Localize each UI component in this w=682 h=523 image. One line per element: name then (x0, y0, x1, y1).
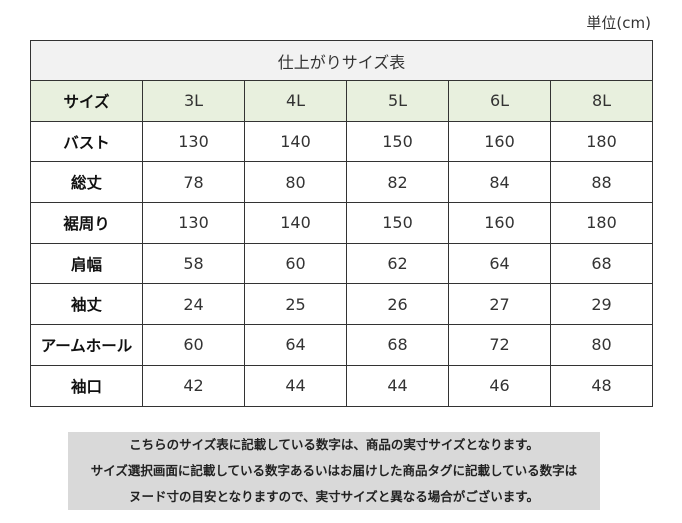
table-cell: 25 (244, 283, 347, 326)
size-table-container: 仕上がりサイズ表 サイズ 3L 4L 5L 6L 8L バスト 130 140 150… (30, 40, 653, 407)
notice-line: こちらのサイズ表に記載している数字は、商品の実寸サイズとなります。 (129, 437, 539, 452)
table-cell: 60 (244, 242, 347, 285)
row-label: 総丈 (30, 161, 143, 204)
notice-line: サイズ選択画面に記載している数字あるいはお届けした商品タグに記載している数字は (90, 463, 578, 478)
size-header-cell: 4L (244, 80, 347, 122)
table-cell: 140 (244, 202, 347, 244)
size-header-cell: 5L (346, 80, 449, 122)
table-cell: 130 (142, 202, 245, 244)
table-cell: 68 (550, 242, 653, 285)
table-cell: 180 (550, 202, 653, 244)
table-cell: 80 (550, 324, 653, 366)
table-cell: 48 (550, 364, 653, 407)
table-row: 肩幅 58 60 62 64 68 (30, 242, 653, 285)
unit-label: 単位(cm) (586, 14, 651, 32)
size-notice: こちらのサイズ表に記載している数字は、商品の実寸サイズとなります。 サイズ選択画… (68, 432, 600, 510)
table-cell: 64 (244, 324, 347, 366)
row-label: アームホール (30, 324, 143, 366)
table-cell: 60 (142, 324, 245, 366)
size-header-cell: 8L (550, 80, 653, 122)
table-cell: 82 (346, 161, 449, 204)
table-cell: 24 (142, 283, 245, 326)
table-cell: 44 (346, 364, 449, 407)
table-row: 袖丈 24 25 26 27 29 (30, 283, 653, 326)
table-cell: 150 (346, 202, 449, 244)
size-header-cell: 3L (142, 80, 245, 122)
row-label: 裾周り (30, 202, 143, 244)
table-cell: 140 (244, 120, 347, 163)
table-cell: 160 (448, 202, 551, 244)
notice-line: ヌード寸の目安となりますので、実寸サイズと異なる場合がございます。 (128, 489, 539, 504)
table-cell: 68 (346, 324, 449, 366)
table-cell: 46 (448, 364, 551, 407)
size-header-cell: 6L (448, 80, 551, 122)
table-row: 裾周り 130 140 150 160 180 (30, 202, 653, 244)
row-label: 袖口 (30, 364, 143, 407)
table-cell: 62 (346, 242, 449, 285)
table-cell: 44 (244, 364, 347, 407)
table-row: 袖口 42 44 44 46 48 (30, 364, 653, 407)
row-label: 袖丈 (30, 283, 143, 326)
table-cell: 84 (448, 161, 551, 204)
table-cell: 26 (346, 283, 449, 326)
table-cell: 180 (550, 120, 653, 163)
row-label: 肩幅 (30, 242, 143, 285)
table-cell: 160 (448, 120, 551, 163)
table-cell: 29 (550, 283, 653, 326)
table-cell: 42 (142, 364, 245, 407)
table-cell: 64 (448, 242, 551, 285)
table-cell: 72 (448, 324, 551, 366)
table-cell: 78 (142, 161, 245, 204)
row-label: バスト (30, 120, 143, 163)
table-cell: 88 (550, 161, 653, 204)
table-row: 総丈 78 80 82 84 88 (30, 161, 653, 204)
size-table: 仕上がりサイズ表 サイズ 3L 4L 5L 6L 8L バスト 130 140 150… (30, 40, 653, 407)
table-cell: 150 (346, 120, 449, 163)
table-cell: 130 (142, 120, 245, 163)
table-title: 仕上がりサイズ表 (30, 40, 653, 81)
table-cell: 80 (244, 161, 347, 204)
table-row: アームホール 60 64 68 72 80 (30, 324, 653, 366)
table-cell: 58 (142, 242, 245, 285)
table-cell: 27 (448, 283, 551, 326)
table-row: バスト 130 140 150 160 180 (30, 120, 653, 163)
size-header-row: サイズ 3L 4L 5L 6L 8L (30, 80, 653, 122)
size-header-label: サイズ (30, 80, 143, 122)
